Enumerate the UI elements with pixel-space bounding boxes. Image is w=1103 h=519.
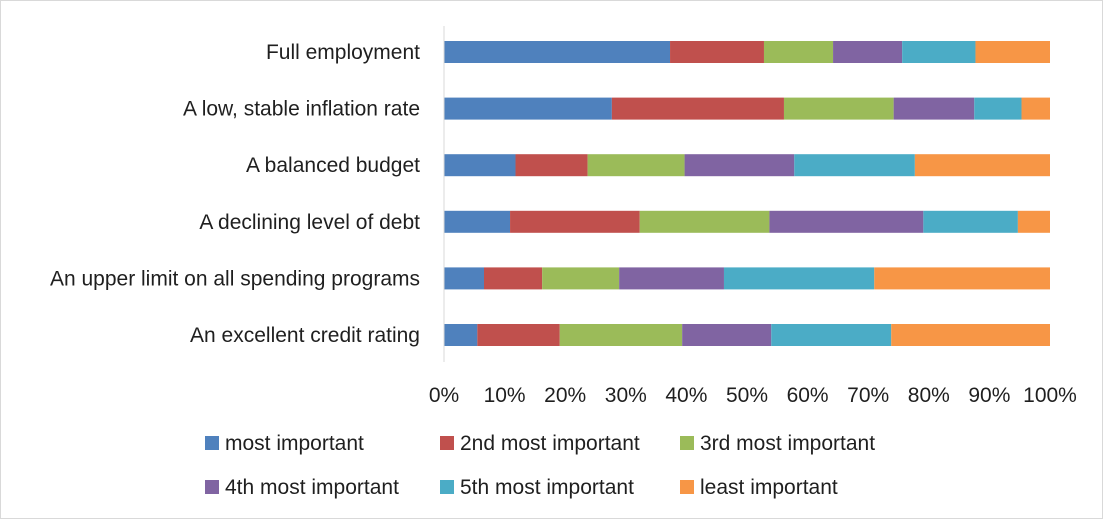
bar-segment-4-4 (769, 210, 924, 233)
bar-segment-4-3 (639, 210, 770, 233)
category-label: An excellent credit rating (190, 324, 420, 347)
legend-swatch (205, 480, 219, 494)
bar-segment-3-2 (515, 154, 588, 177)
x-tick-label: 10% (484, 384, 526, 407)
legend-label: 3rd most important (700, 432, 875, 455)
legend-label: least important (700, 476, 838, 499)
x-tick-label: 30% (605, 384, 647, 407)
bar-segment-3-6 (914, 154, 1050, 177)
category-label: A balanced budget (246, 154, 420, 177)
bar-segment-3-5 (794, 154, 915, 177)
bar-segment-2-4 (893, 97, 975, 120)
x-tick-label: 0% (429, 384, 459, 407)
bar-segment-3-1 (444, 154, 516, 177)
category-label: A low, stable inflation rate (183, 98, 420, 121)
bar-segment-4-6 (1017, 210, 1050, 233)
bar-segment-2-3 (783, 97, 894, 120)
legend: most important 2nd most important 3rd most… (205, 432, 875, 499)
bar-segment-1-3 (763, 41, 834, 63)
bar-segment-1-1 (444, 41, 671, 63)
x-tick-label: 50% (726, 384, 768, 407)
bar-segment-6-1 (444, 324, 478, 346)
bar-segment-3-3 (587, 154, 685, 177)
category-label: A declining level of debt (199, 211, 420, 234)
bar-segment-6-3 (559, 324, 683, 346)
legend-label: most important (225, 432, 364, 455)
legend-swatch (680, 480, 694, 494)
bar-segment-2-2 (611, 97, 784, 120)
bar-segment-3-4 (684, 154, 795, 177)
legend-swatch (440, 480, 454, 494)
category-label: An upper limit on all spending programs (50, 267, 420, 290)
legend-label: 4th most important (225, 476, 399, 499)
x-tick-label: 20% (544, 384, 586, 407)
bar-segment-5-4 (619, 267, 724, 290)
x-tick-label: 100% (1023, 384, 1077, 407)
bar-segment-6-2 (477, 324, 560, 346)
bar-segment-6-5 (771, 324, 892, 346)
x-tick-labels: 0% 10% 20% 30% 40% 50% 60% 70% 80% 90% 100% (429, 384, 1077, 407)
bar-segment-4-1 (444, 210, 511, 233)
bar-segment-4-5 (923, 210, 1018, 233)
bar-segment-5-6 (874, 267, 1050, 290)
legend-swatch (440, 436, 454, 450)
x-tick-label: 60% (787, 384, 829, 407)
bar-segment-5-1 (444, 267, 484, 290)
bar-segment-5-5 (723, 267, 875, 290)
bars-group (444, 41, 1050, 346)
bar-segment-2-5 (974, 97, 1022, 120)
bar-segment-1-4 (833, 41, 903, 63)
bar-segment-5-2 (484, 267, 543, 290)
legend-swatch (205, 436, 219, 450)
bar-segment-2-1 (444, 97, 612, 120)
bar-segment-5-3 (542, 267, 620, 290)
legend-label: 2nd most important (460, 432, 640, 455)
bar-segment-1-2 (670, 41, 764, 63)
x-tick-label: 70% (847, 384, 889, 407)
x-tick-label: 90% (968, 384, 1010, 407)
x-tick-label: 80% (908, 384, 950, 407)
x-tick-label: 40% (665, 384, 707, 407)
category-label: Full employment (266, 41, 420, 64)
bar-segment-6-4 (682, 324, 772, 346)
legend-label: 5th most important (460, 476, 634, 499)
bar-segment-1-5 (902, 41, 976, 63)
bar-segment-2-6 (1021, 97, 1050, 120)
bar-segment-4-2 (510, 210, 640, 233)
category-labels: Full employment A low, stable inflation r… (50, 41, 420, 347)
bar-segment-1-6 (975, 41, 1050, 63)
legend-swatch (680, 436, 694, 450)
bar-segment-6-6 (891, 324, 1050, 346)
